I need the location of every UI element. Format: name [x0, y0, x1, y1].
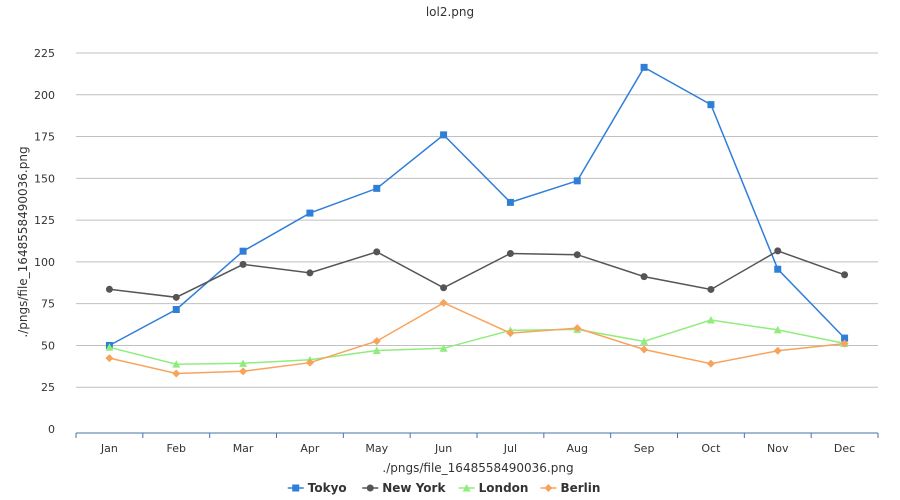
data-point[interactable] [706, 316, 715, 324]
legend-item[interactable]: Tokyo [287, 481, 347, 495]
series-london [105, 316, 849, 368]
data-point[interactable] [440, 284, 448, 292]
x-tick-label: Oct [701, 442, 721, 455]
data-point[interactable] [841, 271, 849, 279]
y-tick-label: 100 [34, 256, 55, 269]
data-point[interactable] [306, 269, 314, 277]
data-point[interactable] [707, 101, 715, 109]
data-point[interactable] [573, 251, 581, 259]
y-tick-label: 125 [34, 214, 55, 227]
legend-item[interactable]: Berlin [540, 481, 600, 495]
data-point[interactable] [172, 369, 181, 378]
data-point[interactable] [239, 247, 247, 255]
legend-marker[interactable] [292, 484, 300, 492]
data-point[interactable] [172, 360, 181, 368]
series-group [105, 63, 849, 378]
x-tick-label: Aug [567, 442, 588, 455]
data-point[interactable] [373, 248, 381, 256]
data-point[interactable] [506, 198, 514, 206]
x-tick-label: Mar [233, 442, 254, 455]
y-tick-label: 200 [34, 89, 55, 102]
x-tick-label: Feb [167, 442, 186, 455]
series-line[interactable] [109, 66, 846, 347]
data-point[interactable] [774, 247, 782, 255]
series-line[interactable] [109, 301, 845, 375]
data-point[interactable] [439, 298, 448, 307]
data-point[interactable] [373, 184, 381, 192]
data-point[interactable] [105, 343, 114, 351]
data-point[interactable] [506, 250, 514, 258]
y-tick-label: 150 [34, 172, 55, 185]
y-tick-label: 25 [41, 381, 55, 394]
series-line[interactable] [109, 250, 845, 299]
x-tick-label: Jan [100, 442, 118, 455]
data-point[interactable] [372, 346, 381, 354]
data-point[interactable] [239, 367, 248, 376]
y-axis-label: ./pngs/file_1648558490036.png [16, 146, 30, 337]
legend-marker[interactable] [544, 484, 553, 492]
data-point[interactable] [306, 209, 314, 217]
y-tick-label: 0 [48, 423, 55, 436]
y-axis-ticks: 0 25 50 75 100 125 150 175 200 225 [34, 47, 55, 436]
x-tick-label: Dec [834, 442, 855, 455]
data-point[interactable] [172, 293, 180, 301]
legend-label: Tokyo [308, 481, 347, 495]
data-point[interactable] [105, 285, 113, 293]
data-point[interactable] [440, 131, 448, 139]
series-line[interactable] [109, 319, 845, 365]
y-tick-label: 225 [34, 47, 55, 60]
data-point[interactable] [640, 345, 649, 354]
x-axis-label: ./pngs/file_1648558490036.png [382, 461, 573, 475]
data-point[interactable] [773, 346, 782, 355]
series-tokyo [105, 63, 849, 349]
data-point[interactable] [372, 337, 381, 346]
x-axis: Jan Feb Mar Apr May Jun Jul Aug Sep Oct Nov Dec [75, 432, 879, 455]
x-tick-label: Nov [767, 442, 789, 455]
legend[interactable]: Tokyo New York London Berlin [287, 481, 601, 495]
data-point[interactable] [640, 63, 648, 71]
data-point[interactable] [841, 334, 849, 342]
data-point[interactable] [239, 260, 247, 268]
chart-title: lol2.png [426, 5, 474, 19]
data-point[interactable] [706, 359, 715, 368]
x-tick-label: Sep [634, 442, 655, 455]
legend-marker[interactable] [462, 484, 471, 492]
y-tick-label: 175 [34, 131, 55, 144]
data-point[interactable] [840, 339, 849, 348]
y-tick-label: 75 [41, 298, 55, 311]
series-new-york [105, 247, 849, 301]
x-tick-label: May [365, 442, 388, 455]
data-point[interactable] [773, 325, 782, 334]
series-berlin [105, 298, 849, 378]
legend-label: Berlin [560, 481, 600, 495]
y-tick-label: 50 [41, 339, 55, 352]
data-point[interactable] [305, 358, 314, 367]
data-point[interactable] [774, 265, 782, 273]
data-point[interactable] [573, 177, 581, 185]
legend-item[interactable]: New York [362, 481, 446, 495]
data-point[interactable] [506, 329, 515, 338]
x-tick-label: Jun [434, 442, 452, 455]
grid-lines [76, 52, 878, 388]
legend-marker[interactable] [366, 484, 374, 492]
data-point[interactable] [239, 359, 248, 367]
data-point[interactable] [105, 354, 114, 363]
x-tick-label: Jul [503, 442, 517, 455]
data-point[interactable] [172, 306, 180, 314]
data-point[interactable] [439, 344, 448, 352]
legend-label: New York [382, 481, 446, 495]
x-tick-label: Apr [300, 442, 320, 455]
data-point[interactable] [573, 324, 582, 333]
data-point[interactable] [640, 273, 648, 281]
legend-item[interactable]: London [458, 481, 529, 495]
data-point[interactable] [707, 285, 715, 293]
legend-label: London [479, 481, 529, 495]
data-point[interactable] [640, 337, 649, 345]
